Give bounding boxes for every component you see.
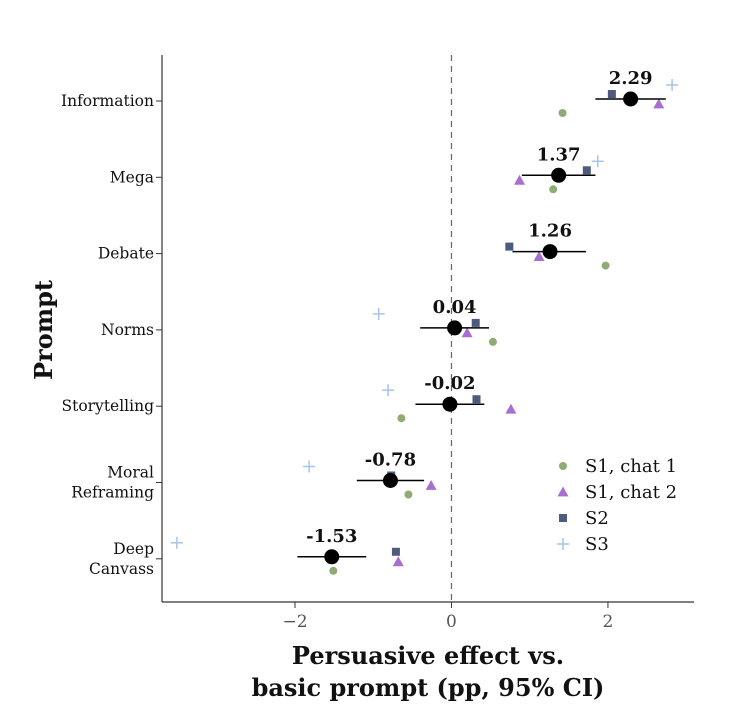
triangle-point — [653, 98, 665, 109]
legend-marker-square — [559, 514, 567, 522]
circle-point — [549, 185, 558, 194]
estimate-point — [623, 91, 639, 107]
legend-marker-plus — [557, 538, 569, 550]
square-point — [471, 318, 480, 327]
plus-point — [666, 79, 679, 91]
x-axis-title-line-1: Persuasive effect vs. — [292, 641, 564, 670]
triangle-point — [425, 480, 437, 490]
y-category-label: Information — [61, 92, 154, 110]
estimate-value-label: -1.53 — [306, 526, 357, 547]
triangle-point — [461, 327, 473, 338]
y-category-label: Moral — [107, 464, 154, 482]
legend-marker-triangle — [557, 486, 569, 497]
estimate-point — [442, 396, 458, 412]
estimate-point — [447, 320, 463, 336]
estimate-point — [542, 244, 558, 260]
square-point — [472, 395, 481, 404]
circle-point — [488, 337, 497, 346]
triangle-point — [533, 251, 545, 261]
x-tick-label: −2 — [282, 612, 307, 632]
estimate-point — [551, 167, 567, 183]
y-axis-title: Prompt — [29, 280, 58, 380]
estimate-point — [382, 473, 398, 488]
x-axis-title-line-2: basic prompt (pp, 95% CI) — [252, 673, 605, 702]
estimate-value-label: -0.78 — [365, 450, 416, 471]
square-point — [582, 166, 591, 175]
plus-point — [303, 460, 316, 473]
plus-point — [382, 384, 395, 397]
estimate-value-label: -0.02 — [424, 373, 475, 394]
estimate-value-label: 2.29 — [609, 68, 653, 89]
circle-point — [601, 261, 610, 270]
series-points — [170, 79, 679, 575]
y-category-label: Mega — [110, 168, 154, 186]
y-category-label: Norms — [101, 321, 154, 339]
square-point — [607, 90, 616, 98]
y-category-label: Reframing — [71, 484, 154, 502]
estimate-points: 2.29 1.37 1.26 0.04 -0.02 -0.78 -1.53 — [297, 68, 666, 565]
x-tick-label: 0 — [446, 612, 457, 632]
triangle-point — [392, 556, 404, 567]
legend-marker-circle — [559, 462, 567, 470]
circle-point — [404, 490, 413, 499]
circle-point — [558, 109, 567, 117]
estimate-value-label: 1.37 — [537, 144, 581, 165]
estimate-point — [324, 549, 340, 565]
y-category-label: Debate — [98, 245, 154, 263]
plus-point — [591, 155, 604, 168]
circle-point — [329, 566, 338, 575]
square-point — [505, 242, 514, 251]
y-category-label: Deep — [113, 540, 154, 558]
y-category-label: Storytelling — [61, 397, 154, 415]
legend: S1, chat 1 S1, chat 2 S2 S3 — [557, 456, 677, 555]
triangle-point — [505, 403, 517, 414]
square-point — [391, 547, 400, 556]
x-tick-labels: −2 0 2 — [282, 612, 613, 632]
plus-point — [170, 536, 183, 549]
circle-point — [397, 414, 406, 423]
legend-label: S1, chat 2 — [585, 482, 677, 503]
triangle-point — [514, 174, 526, 185]
y-tick-labels: Information Mega Debate Norms Storytelling Mo… — [61, 92, 154, 578]
legend-label: S3 — [585, 534, 609, 555]
legend-label: S2 — [585, 508, 609, 529]
legend-label: S1, chat 1 — [585, 456, 677, 477]
estimate-value-label: 0.04 — [433, 297, 477, 318]
estimate-value-label: 1.26 — [528, 221, 572, 242]
x-tick-label: 2 — [603, 612, 614, 632]
y-category-label: Canvass — [89, 560, 154, 578]
plus-point — [372, 307, 385, 320]
chart-axes — [156, 55, 694, 608]
